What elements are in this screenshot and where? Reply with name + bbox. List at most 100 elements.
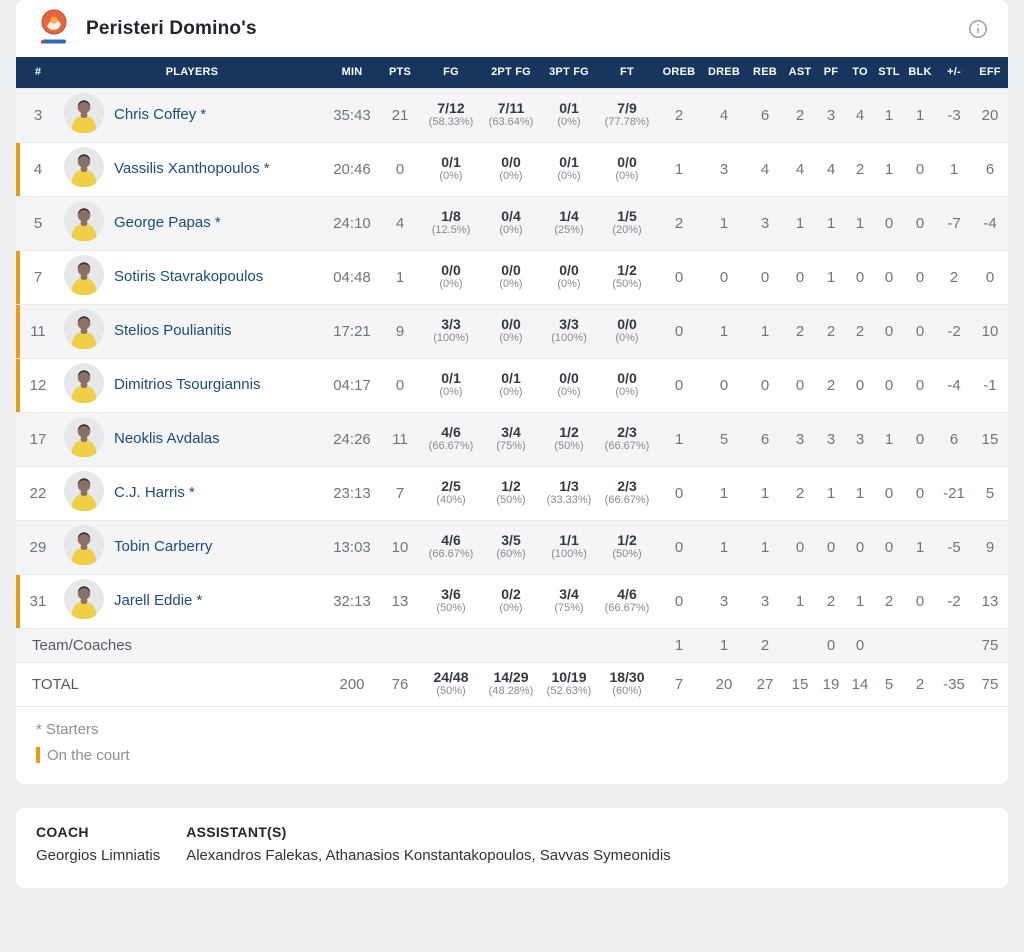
player-oreb: 1 — [656, 141, 702, 196]
player-ft: 1/2 (50%) — [598, 249, 656, 304]
legend: * Starters On the court — [16, 707, 1008, 784]
col-ft: FT — [620, 66, 634, 79]
player-name-link[interactable]: Stelios Poulianitis — [114, 322, 232, 339]
avatar — [64, 416, 104, 457]
player-avatar-cell — [60, 303, 108, 358]
player-blk: 0 — [904, 195, 936, 250]
player-name-link[interactable]: Jarell Eddie * — [114, 592, 203, 609]
player-stl: 0 — [874, 303, 904, 358]
avatar — [64, 254, 104, 295]
player-name-link[interactable]: Dimitrios Tsourgiannis — [114, 376, 261, 393]
legend-on-court-label: On the court — [47, 746, 130, 764]
total-2ptfg: 14/29 (48.28%) — [482, 661, 540, 706]
player-2ptfg: 3/5 (60%) — [482, 519, 540, 574]
player-stl: 0 — [874, 357, 904, 412]
col-reb: REB — [753, 66, 777, 79]
player-ft: 1/2 (50%) — [598, 519, 656, 574]
player-ast: 0 — [784, 519, 816, 574]
player-avatar-cell — [60, 573, 108, 628]
info-icon[interactable] — [968, 19, 988, 39]
total-pts: 76 — [380, 661, 420, 706]
player-reb: 6 — [746, 411, 784, 466]
player-name-cell: George Papas * — [108, 195, 324, 250]
player-name-link[interactable]: Sotiris Stavrakopoulos — [114, 268, 264, 285]
player-name-cell: Stelios Poulianitis — [108, 303, 324, 358]
total-fg: 24/48 (50%) — [420, 661, 482, 706]
col-players: PLAYERS — [165, 66, 219, 79]
player-reb: 3 — [746, 573, 784, 628]
player-3ptfg: 1/1 (100%) — [540, 519, 598, 574]
team-logo-icon — [36, 8, 72, 50]
player-pf: 4 — [816, 141, 846, 196]
player-min: 32:13 — [324, 573, 380, 628]
player-to: 0 — [846, 519, 874, 574]
table-row: 7 Sotiris Stavrakopoulos 04:48 1 — [16, 249, 1008, 304]
player-name-link[interactable]: Tobin Carberry — [114, 538, 213, 555]
player-stl: 2 — [874, 573, 904, 628]
player-number: 22 — [16, 465, 60, 520]
player-name-cell: Tobin Carberry — [108, 519, 324, 574]
player-name-link[interactable]: Neoklis Avdalas — [114, 430, 220, 447]
team-oreb: 1 — [656, 627, 702, 662]
coach-name: Georgios Limniatis — [36, 846, 161, 864]
team-dreb: 1 — [702, 627, 746, 662]
avatar — [64, 524, 104, 565]
player-oreb: 1 — [656, 411, 702, 466]
player-fg: 0/1 (0%) — [420, 141, 482, 196]
player-dreb: 1 — [702, 195, 746, 250]
player-reb: 4 — [746, 141, 784, 196]
page-title: Peristeri Domino's — [86, 17, 257, 39]
total-eff: 75 — [972, 661, 1008, 706]
player-pts: 11 — [380, 411, 420, 466]
player-dreb: 1 — [702, 303, 746, 358]
player-name-link[interactable]: George Papas * — [114, 214, 221, 231]
player-pf: 1 — [816, 465, 846, 520]
player-name-cell: Jarell Eddie * — [108, 573, 324, 628]
player-avatar-cell — [60, 357, 108, 412]
player-eff: 10 — [972, 303, 1008, 358]
player-number: 5 — [16, 195, 60, 250]
player-ft: 2/3 (66.67%) — [598, 411, 656, 466]
player-pts: 21 — [380, 87, 420, 142]
player-blk: 0 — [904, 249, 936, 304]
player-avatar-cell — [60, 249, 108, 304]
box-score-table: # PLAYERS MIN PTS FG 2PT FG 3PT FG FT OR… — [16, 57, 1008, 707]
player-number: 29 — [16, 519, 60, 574]
player-pts: 0 — [380, 357, 420, 412]
avatar — [64, 146, 104, 187]
player-avatar-cell — [60, 519, 108, 574]
player-pf: 0 — [816, 519, 846, 574]
team-eff: 75 — [972, 627, 1008, 662]
player-pf: 1 — [816, 249, 846, 304]
assistants-column: ASSISTANT(S) Alexandros Falekas, Athanas… — [186, 824, 670, 864]
player-to: 2 — [846, 303, 874, 358]
on-court-bar-icon — [36, 747, 40, 763]
player-eff: 13 — [972, 573, 1008, 628]
player-blk: 0 — [904, 465, 936, 520]
player-name-link[interactable]: C.J. Harris * — [114, 484, 195, 501]
player-pts: 0 — [380, 141, 420, 196]
player-name-link[interactable]: Vassilis Xanthopoulos * — [114, 160, 270, 177]
box-score-card: Peristeri Domino's # PLAYERS MIN PTS F — [16, 0, 1008, 784]
player-pf: 3 — [816, 411, 846, 466]
player-number: 17 — [16, 411, 60, 466]
player-eff: 15 — [972, 411, 1008, 466]
player-ast: 2 — [784, 87, 816, 142]
player-ast: 0 — [784, 357, 816, 412]
col-to: TO — [852, 66, 868, 79]
player-plusminus: 6 — [936, 411, 972, 466]
player-name-link[interactable]: Chris Coffey * — [114, 106, 207, 123]
player-eff: 5 — [972, 465, 1008, 520]
summary-tbody: Team/Coaches 1 1 2 0 0 75 TOTAL 200 76 2… — [16, 627, 1008, 706]
player-3ptfg: 0/0 (0%) — [540, 249, 598, 304]
table-header: # PLAYERS MIN PTS FG 2PT FG 3PT FG FT OR… — [16, 57, 1008, 88]
player-to: 4 — [846, 87, 874, 142]
player-3ptfg: 0/1 (0%) — [540, 87, 598, 142]
team-reb: 2 — [746, 627, 784, 662]
player-stl: 0 — [874, 465, 904, 520]
team-pf: 0 — [816, 627, 846, 662]
col-oreb: OREB — [662, 66, 696, 79]
player-fg: 3/6 (50%) — [420, 573, 482, 628]
avatar — [64, 200, 104, 241]
player-3ptfg: 1/2 (50%) — [540, 411, 598, 466]
